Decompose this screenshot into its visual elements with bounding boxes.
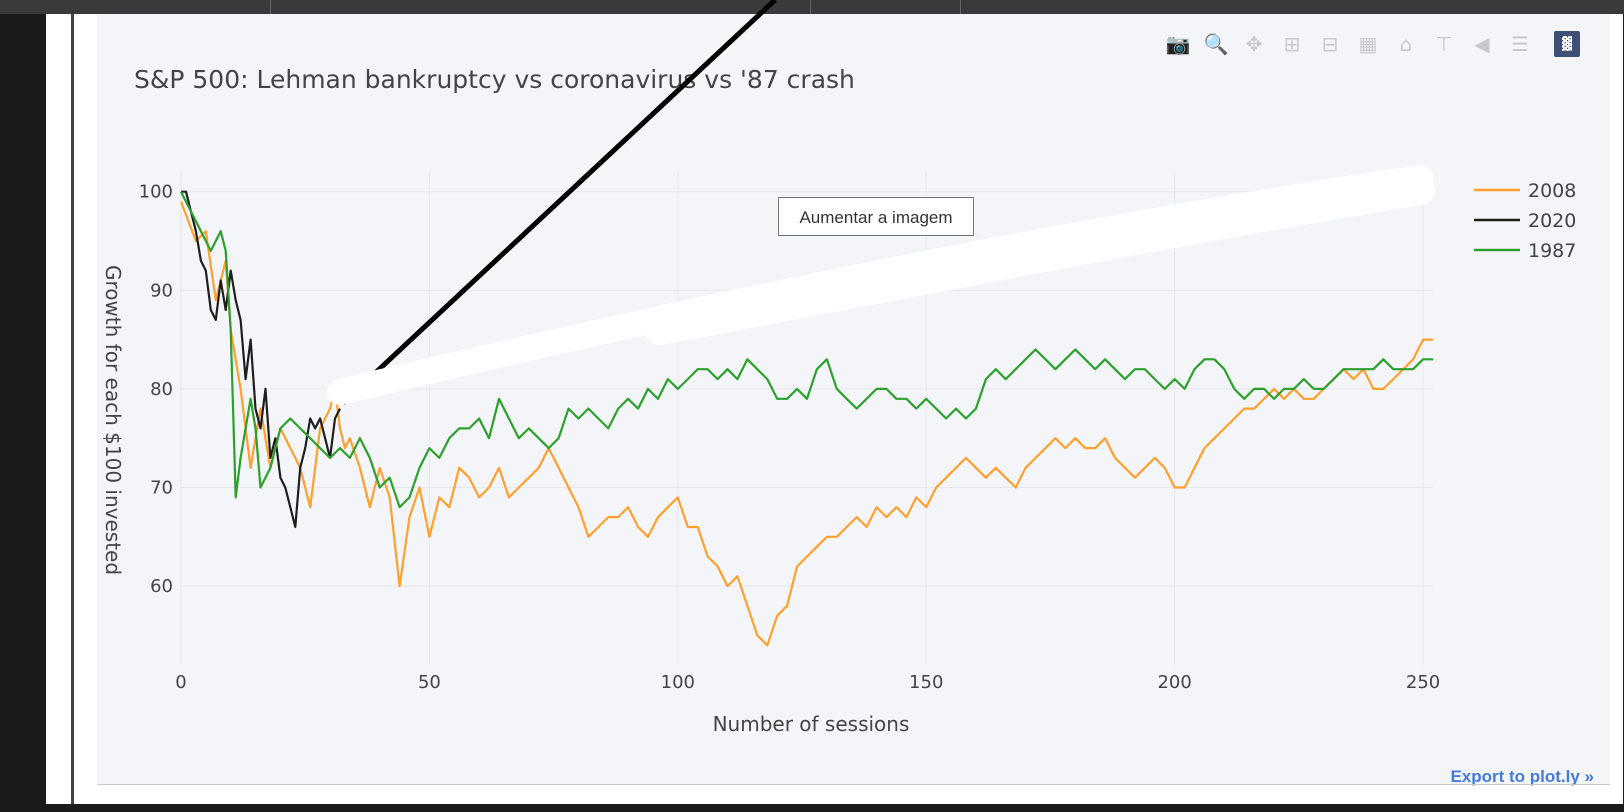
tooltip-box	[778, 197, 974, 236]
y-tick-label: 70	[150, 478, 173, 499]
ghost-divider	[810, 0, 811, 14]
camera-icon[interactable]: 📷	[1165, 32, 1191, 56]
annotation-stroke	[341, 0, 777, 405]
y-tick-label: 60	[150, 576, 173, 597]
legend-label-2008: 2008	[1528, 180, 1576, 202]
annotation-scribble	[645, 175, 1435, 345]
hover-closest-icon[interactable]: ◀	[1474, 32, 1490, 56]
x-tick-label: 50	[418, 672, 441, 693]
x-tick-label: 0	[175, 672, 186, 693]
x-axis-label: Number of sessions	[713, 712, 910, 736]
export-to-plotly-link[interactable]: Export to plot.ly »	[1450, 767, 1594, 786]
zoom-icon[interactable]: 🔍	[1203, 32, 1229, 56]
ghost-divider	[270, 0, 271, 14]
chart-title: S&P 500: Lehman bankruptcy vs coronaviru…	[134, 65, 855, 94]
autoscale-icon[interactable]: ▦	[1358, 32, 1378, 56]
x-tick-label: 150	[909, 672, 943, 693]
y-tick-label: 100	[139, 182, 173, 203]
zoom-in-icon[interactable]: ⊞	[1283, 32, 1301, 56]
tooltip: Aumentar a imagem	[778, 197, 974, 236]
ghost-divider	[960, 0, 961, 14]
tooltip-text: Aumentar a imagem	[799, 208, 952, 227]
x-tick-labels: 0 50 100 150 200 250	[175, 672, 1440, 693]
home-icon[interactable]: ⌂	[1399, 32, 1413, 56]
plotly-logo-icon[interactable]: ▓	[1554, 31, 1580, 57]
spike-lines-icon[interactable]: ⊤	[1435, 32, 1453, 56]
series-line-2008	[179, 201, 1433, 647]
x-tick-label: 200	[1157, 672, 1191, 693]
hover-compare-icon[interactable]: ☰	[1511, 32, 1529, 56]
y-axis-label: Growth for each $100 invested	[101, 265, 125, 575]
frame-border	[71, 14, 74, 804]
plot-modebar: 📷 🔍 ✥ ⊞ ⊟ ▦ ⌂ ⊤ ◀ ☰ ▓	[1162, 28, 1580, 60]
x-tick-label: 250	[1406, 672, 1440, 693]
chart-grid	[180, 172, 1433, 665]
legend-label-2020: 2020	[1528, 210, 1576, 232]
pan-icon[interactable]: ✥	[1245, 32, 1263, 56]
zoom-out-icon[interactable]: ⊟	[1321, 32, 1339, 56]
series-line-2020	[181, 190, 341, 529]
y-tick-labels: 60 70 80 90 100	[139, 182, 173, 597]
x-tick-label: 100	[661, 672, 695, 693]
y-tick-label: 90	[150, 280, 173, 301]
chart-series	[179, 190, 1433, 647]
y-tick-label: 80	[150, 379, 173, 400]
chart-legend: 2008 2020 1987	[1474, 180, 1576, 262]
panel-bottom-divider	[97, 784, 1610, 785]
background-window-strip	[0, 0, 1624, 14]
legend-label-1987: 1987	[1528, 240, 1576, 262]
series-line-1987	[180, 191, 1433, 509]
